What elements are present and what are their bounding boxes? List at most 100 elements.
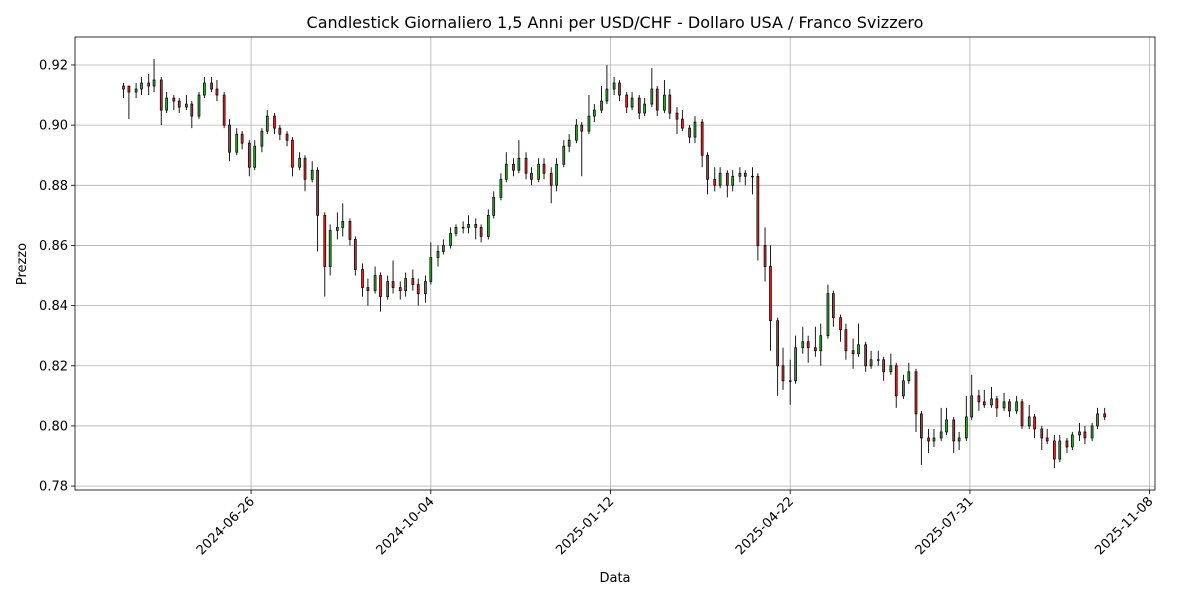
candle-body: [592, 109, 596, 117]
candle-body: [1033, 416, 1036, 430]
candle-body: [952, 419, 956, 442]
candle-body: [902, 380, 905, 397]
y-tick-label: 0.82: [39, 359, 68, 374]
candle-body: [763, 245, 767, 267]
candle-body: [247, 142, 251, 168]
candle-body: [668, 94, 672, 114]
candle-body: [398, 287, 402, 291]
candle-body: [1053, 440, 1056, 460]
candle-body: [197, 94, 201, 117]
candle-body: [932, 437, 936, 442]
candle-body: [555, 163, 558, 186]
candle-body: [650, 88, 654, 105]
candle-body: [159, 79, 163, 111]
y-tick-label: 0.80: [39, 419, 68, 434]
candle-body: [920, 413, 923, 439]
candle-body: [134, 88, 138, 93]
candle-body: [140, 82, 143, 90]
candle-body: [801, 341, 805, 349]
candle-body: [228, 124, 231, 153]
candle-body: [637, 97, 641, 114]
candle-body: [404, 278, 407, 291]
candle-body: [436, 251, 440, 258]
candle-body: [1015, 401, 1018, 412]
candle-body: [1020, 401, 1024, 427]
x-tick-label: 2024-06-26: [194, 494, 258, 558]
candle-body: [995, 398, 999, 409]
candle-body: [939, 431, 943, 439]
candle-body: [416, 284, 420, 294]
candle-body: [675, 112, 679, 120]
chart-title: Candlestick Giornaliero 1,5 Anni per USD…: [307, 13, 924, 32]
candle-body: [990, 398, 993, 406]
candle-body: [524, 157, 528, 174]
candle-body: [210, 82, 213, 90]
candle-body: [310, 169, 314, 180]
candle-body: [549, 172, 553, 186]
candle-body: [542, 163, 546, 174]
candle-body: [693, 121, 697, 138]
candle-body: [265, 115, 269, 132]
candle-body: [235, 133, 239, 153]
candle-body: [411, 278, 415, 285]
y-tick-label: 0.90: [39, 119, 68, 134]
candle-body: [688, 127, 691, 138]
candle-body: [1096, 413, 1099, 427]
y-tick-label: 0.88: [39, 179, 68, 194]
candle-body: [587, 115, 591, 132]
candle-body: [1065, 440, 1069, 448]
candle-body: [341, 221, 345, 228]
candle-body: [869, 359, 873, 367]
candle-body: [172, 97, 176, 102]
candle-body: [429, 257, 433, 282]
candle-body: [743, 172, 747, 177]
candle-body: [844, 329, 848, 352]
candle-body: [731, 175, 735, 186]
candle-body: [1058, 440, 1062, 460]
candle-body: [215, 88, 219, 96]
candle-body: [562, 145, 566, 165]
candle-body: [1103, 413, 1107, 418]
candle-body: [1002, 401, 1006, 409]
candle-body: [361, 269, 364, 288]
candle-body: [756, 175, 760, 246]
candle-body: [504, 163, 508, 180]
candle-body: [379, 275, 382, 297]
candle-body: [467, 224, 470, 228]
candle-body: [819, 335, 823, 352]
candle-body: [517, 157, 521, 171]
candle-body: [630, 97, 634, 108]
candle-body: [618, 82, 621, 96]
candle-body: [826, 293, 830, 337]
candle-body: [190, 103, 194, 117]
y-tick-label: 0.84: [39, 299, 68, 314]
candle-body: [964, 416, 968, 439]
candle-body: [474, 224, 478, 228]
x-tick-label: 2025-04-22: [733, 494, 797, 558]
candle-body: [373, 275, 377, 291]
candle-body: [857, 344, 860, 355]
candle-body: [776, 320, 779, 367]
candle-body: [152, 79, 156, 87]
candle-body: [794, 347, 797, 382]
candle-body: [260, 130, 264, 147]
candle-body: [575, 124, 578, 141]
candle-body: [348, 221, 352, 240]
candle-body: [1040, 428, 1044, 439]
candle-body: [1027, 416, 1031, 427]
candle-body: [122, 85, 125, 90]
candle-body: [738, 172, 742, 177]
candle-body: [442, 245, 445, 252]
y-axis-label: Prezzo: [15, 243, 30, 285]
candle-body: [203, 82, 206, 96]
y-tick-label: 0.86: [39, 239, 68, 254]
candle-body: [328, 230, 332, 267]
candle-body: [512, 163, 515, 171]
candle-body: [851, 350, 855, 355]
candle-body: [291, 139, 294, 168]
candle-body: [907, 371, 911, 382]
candle-body: [839, 317, 842, 331]
candle-body: [486, 215, 490, 237]
candle-body: [605, 88, 609, 102]
